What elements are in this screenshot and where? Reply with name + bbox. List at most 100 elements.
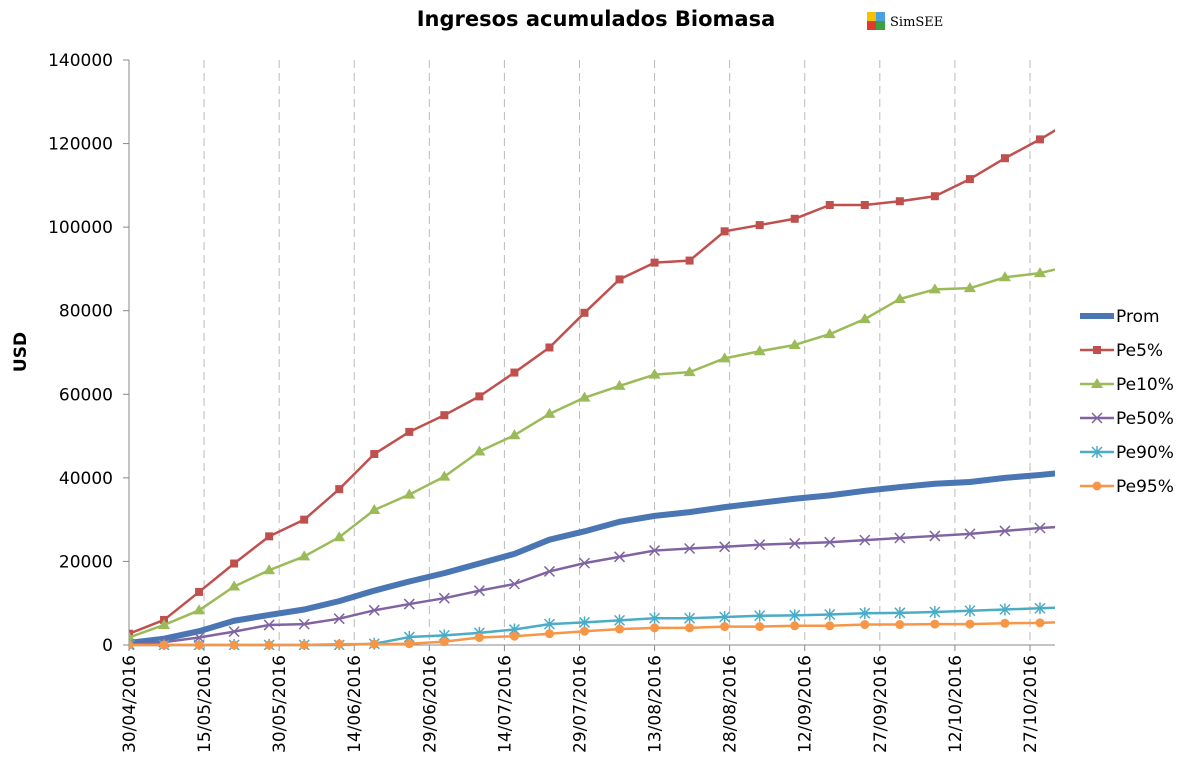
marker xyxy=(195,587,204,596)
marker xyxy=(194,640,204,650)
marker xyxy=(334,639,344,649)
marker xyxy=(929,530,941,542)
marker xyxy=(859,534,871,546)
y-tick-label: 80000 xyxy=(59,302,113,322)
marker xyxy=(438,470,451,481)
marker xyxy=(298,550,311,561)
marker xyxy=(825,200,834,209)
marker xyxy=(1000,618,1010,628)
marker xyxy=(509,631,519,641)
marker xyxy=(368,604,380,616)
x-tick-label: 30/05/2016 xyxy=(270,655,290,753)
y-tick-label: 120000 xyxy=(48,135,113,155)
marker xyxy=(1070,601,1080,613)
legend-label: Pe5% xyxy=(1116,341,1163,361)
marker xyxy=(755,221,764,230)
marker xyxy=(578,391,591,402)
marker xyxy=(685,623,695,633)
marker xyxy=(1033,267,1046,278)
marker xyxy=(615,624,625,634)
plot-area xyxy=(129,115,1080,650)
marker xyxy=(298,618,310,630)
marker xyxy=(368,504,381,515)
series-line xyxy=(129,128,1055,635)
marker xyxy=(965,619,975,629)
marker xyxy=(228,626,240,638)
x-tick-label: 27/10/2016 xyxy=(1021,655,1041,753)
marker xyxy=(370,450,379,459)
marker xyxy=(964,528,976,540)
marker xyxy=(193,604,206,615)
marker xyxy=(229,640,239,650)
marker xyxy=(754,609,766,622)
marker xyxy=(404,639,414,649)
marker xyxy=(789,609,801,622)
marker xyxy=(543,618,555,631)
marker xyxy=(858,313,871,324)
marker xyxy=(860,620,870,630)
marker xyxy=(895,197,904,206)
marker xyxy=(474,632,484,642)
x-tick-label: 28/08/2016 xyxy=(721,655,741,753)
marker xyxy=(403,598,415,610)
marker xyxy=(439,637,449,647)
marker xyxy=(755,622,765,632)
marker xyxy=(1091,446,1103,458)
series-line xyxy=(129,525,1055,646)
marker xyxy=(860,200,869,209)
marker xyxy=(473,585,485,597)
marker xyxy=(788,338,801,349)
chart-title: Ingresos acumulados Biomasa xyxy=(417,7,776,31)
series-line xyxy=(129,621,1055,647)
marker xyxy=(158,618,171,629)
marker xyxy=(684,542,696,555)
marker xyxy=(1034,522,1046,534)
marker xyxy=(650,258,659,267)
legend-label: Pe50% xyxy=(1116,409,1174,429)
marker xyxy=(543,565,555,577)
x-tick-label: 29/07/2016 xyxy=(570,655,590,753)
marker xyxy=(719,541,731,553)
x-tick-label: 14/06/2016 xyxy=(345,655,365,753)
marker xyxy=(405,427,414,436)
marker xyxy=(578,616,591,629)
marker xyxy=(578,557,591,569)
marker xyxy=(263,564,276,575)
marker xyxy=(544,629,554,639)
marker xyxy=(473,445,486,456)
marker xyxy=(719,611,731,624)
marker xyxy=(369,639,379,649)
x-tick-label: 14/07/2016 xyxy=(495,655,515,753)
marker xyxy=(964,604,976,617)
marker xyxy=(440,411,449,420)
marker xyxy=(649,612,661,625)
marker xyxy=(649,545,661,557)
legend-label: Pe95% xyxy=(1116,477,1174,497)
marker xyxy=(615,275,624,284)
marker xyxy=(824,608,836,621)
y-axis-label: USD xyxy=(11,332,31,372)
legend-label: Prom xyxy=(1116,307,1160,327)
y-tick-label: 40000 xyxy=(59,469,113,489)
marker xyxy=(894,532,906,544)
x-tick-label: 29/06/2016 xyxy=(420,655,440,753)
marker xyxy=(930,192,939,201)
logo: SimSEE xyxy=(867,12,943,30)
y-tick-label: 0 xyxy=(102,636,113,656)
marker xyxy=(508,429,521,440)
marker xyxy=(789,537,801,549)
marker xyxy=(930,619,940,629)
marker xyxy=(580,308,589,317)
marker xyxy=(754,539,766,551)
y-tick-label: 20000 xyxy=(59,552,113,572)
marker xyxy=(1093,346,1101,354)
marker xyxy=(965,175,974,184)
marker xyxy=(999,603,1011,616)
marker xyxy=(613,551,626,563)
marker xyxy=(684,612,696,625)
marker xyxy=(335,485,344,494)
y-tick-label: 140000 xyxy=(48,51,113,71)
marker xyxy=(613,379,626,390)
marker xyxy=(1071,115,1079,123)
